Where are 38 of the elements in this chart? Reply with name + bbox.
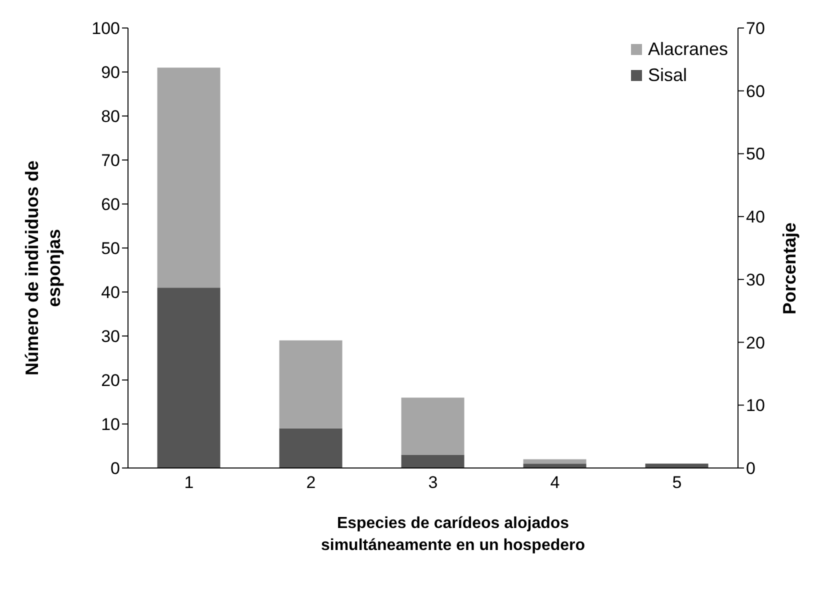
y-tick-label: 30 (101, 327, 120, 346)
y-tick-label: 90 (101, 63, 120, 82)
y-tick-label: 0 (110, 459, 120, 478)
y2-axis-title: Porcentaje (780, 222, 800, 314)
legend-label: Alacranes (648, 38, 728, 61)
x-tick-label: 1 (184, 473, 194, 492)
y2-tick-label: 70 (746, 19, 765, 38)
y-tick-label: 80 (101, 107, 120, 126)
y-tick-label: 40 (101, 283, 120, 302)
y-tick-label: 70 (101, 151, 120, 170)
x-tick-label: 4 (550, 473, 560, 492)
bar (279, 428, 342, 468)
bar (157, 68, 220, 288)
y-axis-title: Número de individuos de esponjas (21, 159, 65, 378)
bar (645, 464, 708, 468)
bar (523, 459, 586, 464)
bar (401, 454, 464, 468)
y2-tick-label: 40 (746, 208, 765, 227)
y-tick-label: 20 (101, 371, 120, 390)
y2-tick-label: 50 (746, 144, 765, 164)
y2-tick-label: 30 (746, 270, 765, 290)
bar (157, 288, 220, 468)
bar (523, 464, 586, 468)
bar (279, 340, 342, 428)
y2-tick-label: 0 (746, 459, 756, 478)
y-tick-label: 10 (101, 415, 120, 434)
y2-tick-label: 10 (746, 396, 765, 416)
y-tick-label: 60 (101, 195, 120, 214)
y-tick-label: 100 (92, 19, 120, 38)
bar (401, 398, 464, 455)
legend-label: Sisal (648, 64, 687, 87)
x-tick-label: 3 (428, 473, 438, 492)
x-tick-label: 5 (672, 473, 682, 492)
y2-tick-label: 20 (746, 333, 765, 352)
x-axis-title: Especies de carídeos alojados simultáneamente en un hospedero (320, 514, 586, 556)
y-tick-label: 50 (101, 239, 120, 258)
x-tick-label: 2 (306, 473, 316, 492)
y2-tick-label: 60 (746, 82, 765, 101)
